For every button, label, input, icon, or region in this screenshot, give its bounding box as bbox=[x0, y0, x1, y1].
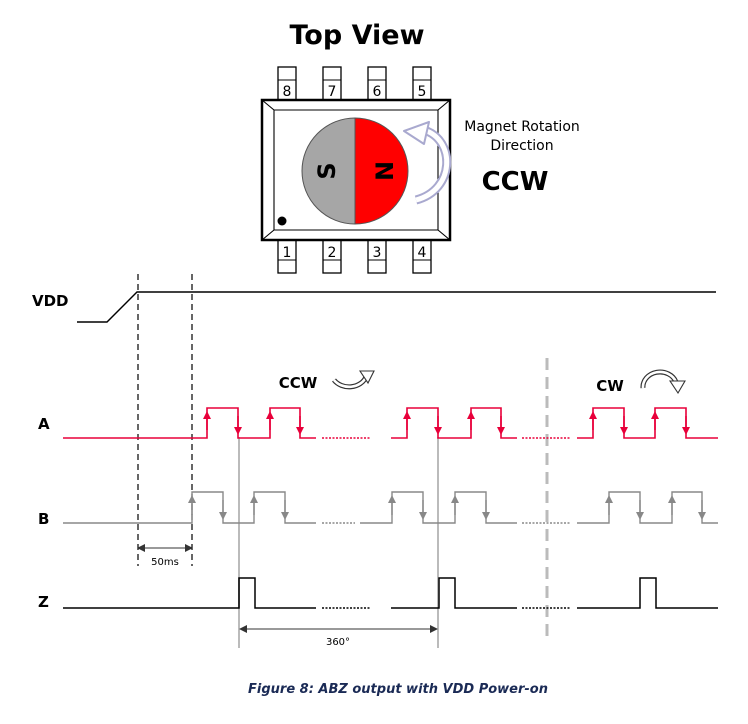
figure-caption: Figure 8: ABZ output with VDD Power-on bbox=[248, 682, 548, 697]
rotation-label-line1: Magnet Rotation bbox=[464, 119, 580, 135]
signal-label-vdd: VDD bbox=[32, 292, 69, 310]
signal-z-waveform bbox=[63, 577, 718, 609]
magnet-north-half bbox=[354, 117, 409, 225]
cw-section-label: CW bbox=[596, 377, 624, 395]
rotation-arrow-icon bbox=[403, 121, 452, 205]
signal-b-waveform bbox=[63, 491, 718, 524]
rotation-label-line2: Direction bbox=[490, 138, 553, 154]
pin-label-3: 3 bbox=[373, 245, 382, 261]
pin-label-7: 7 bbox=[328, 84, 337, 100]
period-label: 360° bbox=[326, 637, 350, 648]
signal-label-z: Z bbox=[38, 593, 49, 611]
top-pins bbox=[277, 66, 432, 101]
magnet-north-label: N bbox=[371, 161, 399, 181]
delay-label: 50ms bbox=[151, 557, 179, 568]
pin-label-1: 1 bbox=[283, 245, 292, 261]
magnet-south-half bbox=[301, 117, 356, 225]
page-title: Top View bbox=[289, 20, 424, 51]
signal-label-b: B bbox=[38, 510, 49, 528]
magnet-south-label: S bbox=[313, 162, 341, 179]
bottom-pins bbox=[277, 239, 432, 274]
cw-rotation-icon bbox=[640, 369, 686, 395]
vdd-waveform bbox=[77, 291, 716, 323]
pin-label-4: 4 bbox=[418, 245, 427, 261]
chip-package: 8 7 6 5 1 2 3 4 S N bbox=[260, 66, 452, 274]
rotation-direction-label: CCW bbox=[482, 167, 549, 197]
ccw-section-label: CCW bbox=[279, 374, 318, 392]
signal-a-waveform bbox=[63, 407, 718, 439]
magnet: S N bbox=[301, 117, 409, 225]
pin-label-2: 2 bbox=[328, 245, 337, 261]
pin-label-8: 8 bbox=[283, 84, 292, 100]
pin-label-5: 5 bbox=[418, 84, 427, 100]
pin1-marker-dot bbox=[277, 216, 287, 226]
ccw-rotation-icon bbox=[332, 370, 375, 390]
signal-label-a: A bbox=[38, 415, 50, 433]
pin-label-6: 6 bbox=[373, 84, 382, 100]
